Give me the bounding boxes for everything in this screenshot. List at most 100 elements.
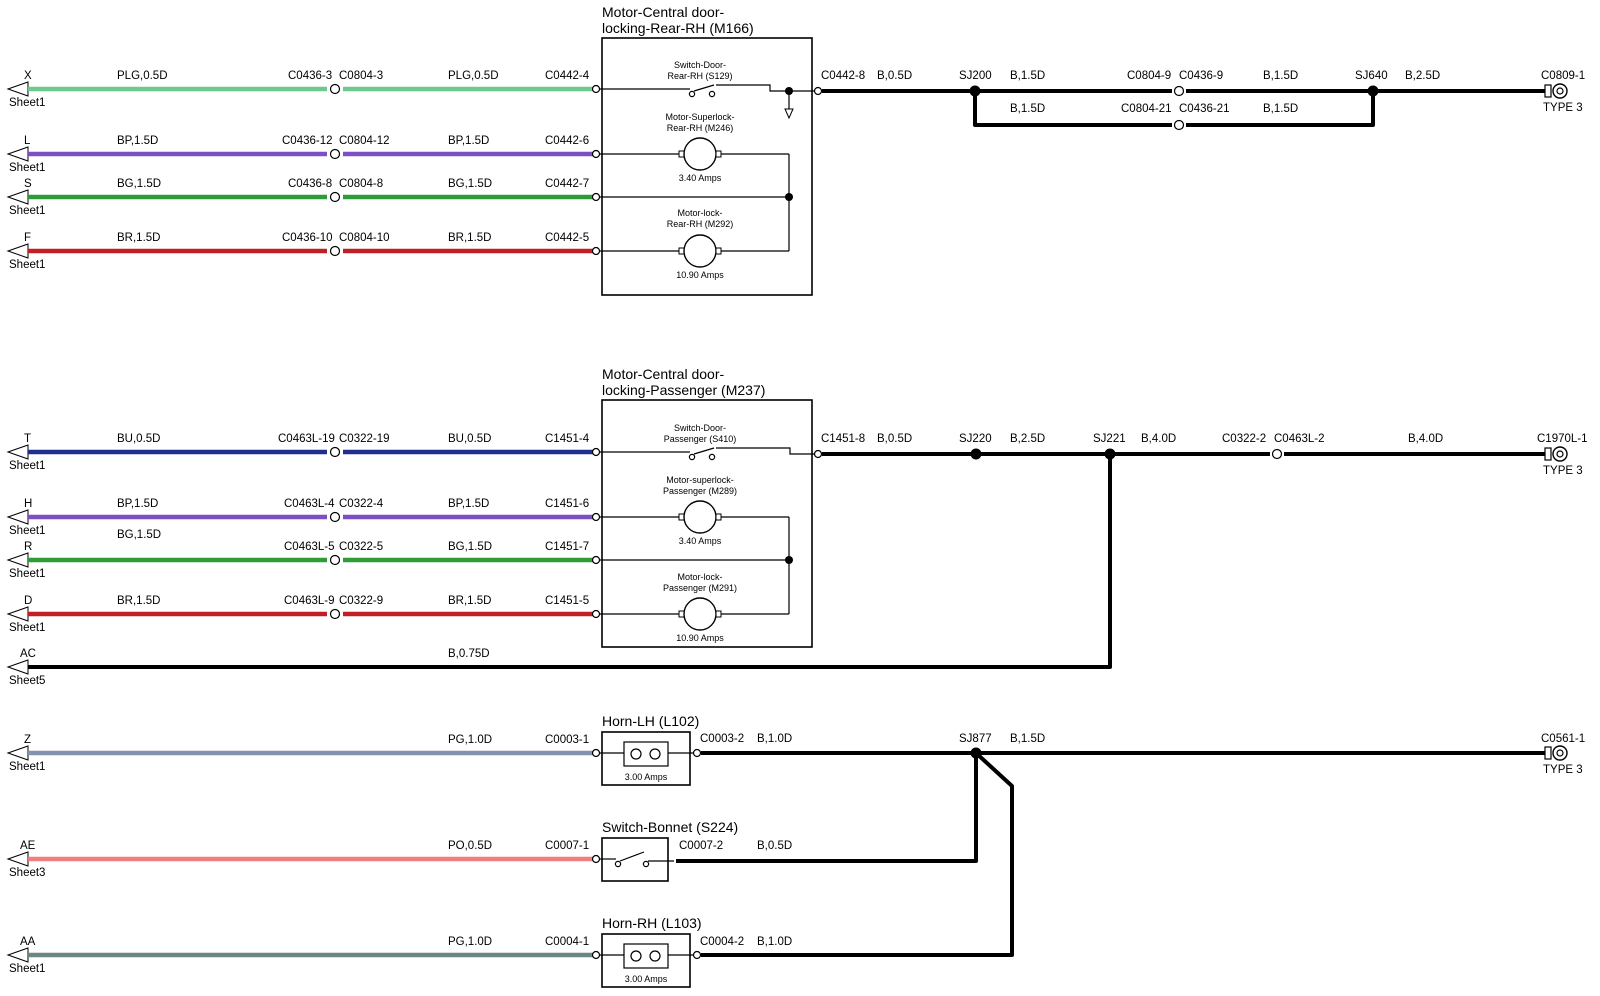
terminal-icon	[591, 555, 601, 565]
off-sheet-arrow-icon[interactable]	[6, 509, 29, 525]
terminal-icon	[591, 854, 601, 864]
wire-spec: BU,0.5D	[117, 433, 160, 445]
current-rating: 3.00 Amps	[625, 974, 668, 984]
wire-spec: BR,1.5D	[117, 232, 160, 244]
connector-id: C0322-5	[339, 541, 383, 553]
inline-connector-icon	[329, 554, 341, 566]
signal-row-ae: AE Sheet3 PO,0.5D C0007-1	[6, 840, 601, 879]
terminal-icon	[591, 246, 601, 256]
connector-id: C0463L-5	[284, 541, 335, 553]
off-sheet-arrow-icon[interactable]	[6, 745, 29, 761]
off-sheet-arrow-icon[interactable]	[6, 146, 29, 162]
component-m237[interactable]: Motor-Central door- locking-Passenger (M…	[600, 366, 818, 648]
ground-network-1: C0442-8 B,0.5D SJ200 B,1.5D C0804-9 C043…	[813, 70, 1585, 131]
inline-connector-icon	[329, 446, 341, 458]
wire-spec: BG,1.5D	[448, 178, 492, 190]
off-sheet-arrow-icon[interactable]	[6, 81, 29, 97]
connector-id: C0436-9	[1179, 70, 1223, 82]
terminal-id: C1451-8	[821, 433, 865, 445]
connector-id: C0804-3	[339, 70, 383, 82]
off-sheet-arrow-icon[interactable]	[6, 947, 29, 963]
terminal-icon	[692, 950, 702, 960]
off-sheet-arrow-icon[interactable]	[6, 552, 29, 568]
sheet-ref: Sheet1	[9, 525, 45, 537]
component-label: Switch-Door-	[674, 60, 726, 70]
terminal-icon	[813, 449, 823, 459]
terminal-icon	[591, 192, 601, 202]
component-label: Passenger (M291)	[663, 583, 737, 593]
current-rating: 3.40 Amps	[679, 173, 722, 183]
motor-icon	[683, 234, 717, 268]
signal-letter: H	[24, 498, 32, 510]
switch-contact-icon	[708, 453, 716, 461]
connector-id: C0804-21	[1121, 103, 1172, 115]
connector-id: C0436-12	[282, 135, 333, 147]
off-sheet-arrow-icon[interactable]	[6, 851, 29, 867]
connector-id: C0322-9	[339, 595, 383, 607]
terminal-icon	[591, 748, 601, 758]
wire-spec: BU,0.5D	[448, 433, 491, 445]
terminal-icon	[591, 149, 601, 159]
splice-id: SJ877	[959, 733, 992, 745]
connector-id: C0322-19	[339, 433, 390, 445]
wire-spec: B,1.5D	[1010, 70, 1045, 82]
signal-letter: T	[24, 433, 31, 445]
component-label: Motor-Superlock-	[665, 112, 734, 122]
off-sheet-arrow-icon[interactable]	[6, 606, 29, 622]
off-sheet-arrow-icon[interactable]	[6, 243, 29, 259]
wire-spec: BP,1.5D	[448, 498, 489, 510]
component-s224[interactable]: Switch-Bonnet (S224)	[600, 819, 738, 882]
sheet-ref: Sheet1	[9, 761, 45, 773]
terminal-id: C0004-1	[545, 936, 589, 948]
inline-connector-icon	[1173, 85, 1185, 97]
current-rating: 3.40 Amps	[679, 536, 722, 546]
connector-id: C0322-2	[1222, 433, 1266, 445]
ground-network-3: C0003-2 B,1.0D SJ877 B,1.5D C0561-1 TYPE…	[676, 733, 1585, 960]
signal-letter: S	[24, 178, 32, 190]
signal-letter: R	[24, 541, 32, 553]
signal-letter: L	[24, 135, 31, 147]
component-title: Switch-Bonnet (S224)	[602, 819, 738, 835]
wire-spec: B,1.0D	[757, 733, 792, 745]
splice-junction	[1104, 448, 1116, 460]
current-rating: 3.00 Amps	[625, 772, 668, 782]
terminal-id: C1451-5	[545, 595, 589, 607]
terminal-icon	[591, 609, 601, 619]
signal-row-l: L Sheet1 BP,1.5D C0436-12 C0804-12 BP,1.…	[6, 135, 601, 174]
terminal-icon	[591, 447, 601, 457]
sheet-ref: Sheet1	[9, 963, 45, 975]
component-label: Switch-Door-	[674, 423, 726, 433]
signal-letter: AA	[20, 936, 36, 948]
component-title: Horn-LH (L102)	[602, 713, 699, 729]
inline-connector-icon	[329, 191, 341, 203]
wire-spec: BR,1.5D	[117, 595, 160, 607]
pulldown-arrow-icon	[784, 108, 794, 120]
component-title: Motor-Central door-	[602, 4, 724, 20]
signal-row-f: F Sheet1 BR,1.5D C0436-10 C0804-10 BR,1.…	[6, 232, 601, 271]
component-l102[interactable]: Horn-LH (L102) 3.00 Amps	[600, 713, 699, 786]
ground-id: C1970L-1	[1537, 433, 1588, 445]
connector-id: C0463L-19	[278, 433, 335, 445]
wire-spec: B,4.0D	[1141, 433, 1176, 445]
wire-spec: PLG,0.5D	[117, 70, 168, 82]
ground-type: TYPE 3	[1543, 764, 1583, 776]
off-sheet-arrow-icon[interactable]	[6, 659, 29, 675]
connector-id: C0436-8	[288, 178, 332, 190]
sheet-ref: Sheet1	[9, 622, 45, 634]
off-sheet-arrow-icon[interactable]	[6, 189, 29, 205]
connector-id: C0463L-4	[284, 498, 335, 510]
sheet-ref: Sheet1	[9, 97, 45, 109]
signal-row-h: H Sheet1 BP,1.5D C0463L-4 C0322-4 BP,1.5…	[6, 498, 601, 537]
motor-icon	[683, 137, 717, 171]
terminal-id: C0007-2	[679, 840, 723, 852]
ground-eyelet-icon	[1544, 447, 1552, 461]
component-label: Passenger (S410)	[664, 434, 737, 444]
switch-contact-icon	[688, 453, 696, 461]
wire-spec: PG,1.0D	[448, 936, 492, 948]
terminal-id: C0003-2	[700, 733, 744, 745]
component-l103[interactable]: Horn-RH (L103) 3.00 Amps	[600, 915, 702, 988]
connector-id: C0804-12	[339, 135, 390, 147]
off-sheet-arrow-icon[interactable]	[6, 444, 29, 460]
component-m166[interactable]: Motor-Central door- locking-Rear-RH (M16…	[600, 4, 818, 296]
ground-id: C0561-1	[1541, 733, 1585, 745]
